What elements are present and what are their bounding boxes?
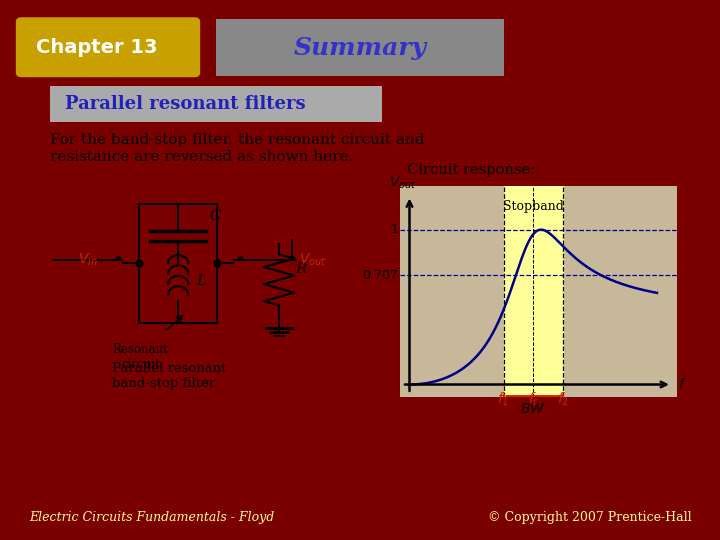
- Text: •: •: [287, 251, 297, 269]
- Text: $f_2$: $f_2$: [557, 391, 569, 408]
- Text: $V_{in}$: $V_{in}$: [78, 252, 97, 268]
- Text: $BW$: $BW$: [521, 402, 546, 416]
- Text: $f$: $f$: [678, 377, 687, 392]
- Text: © Copyright 2007 Prentice-Hall: © Copyright 2007 Prentice-Hall: [487, 511, 691, 524]
- Text: $f_r$: $f_r$: [528, 391, 539, 408]
- Text: For the band-stop filter, the resonant circuit and: For the band-stop filter, the resonant c…: [50, 133, 425, 147]
- Text: $V_{out}$: $V_{out}$: [299, 252, 326, 268]
- Text: L: L: [196, 274, 206, 288]
- Text: Resonant
circuit: Resonant circuit: [112, 343, 168, 371]
- Text: R: R: [296, 262, 307, 276]
- Bar: [503, 186, 563, 397]
- Text: 0.707: 0.707: [362, 268, 398, 281]
- Text: Stopband: Stopband: [503, 200, 564, 213]
- Text: Electric Circuits Fundamentals - Floyd: Electric Circuits Fundamentals - Floyd: [29, 511, 274, 524]
- Text: Chapter 13: Chapter 13: [36, 38, 158, 57]
- Text: Parallel resonant filters: Parallel resonant filters: [65, 94, 305, 113]
- Text: Summary: Summary: [294, 36, 426, 59]
- Text: resistance are reversed as shown here.: resistance are reversed as shown here.: [50, 150, 354, 164]
- Text: C: C: [210, 209, 221, 222]
- Text: •: •: [112, 251, 122, 269]
- Text: Parallel resonant
band-stop filter: Parallel resonant band-stop filter: [112, 362, 226, 390]
- Text: $V_{out}$: $V_{out}$: [390, 174, 417, 191]
- Text: Circuit response:: Circuit response:: [407, 163, 535, 177]
- Text: $f_1$: $f_1$: [498, 391, 510, 408]
- Text: •: •: [235, 251, 245, 269]
- Text: 1: 1: [390, 223, 398, 236]
